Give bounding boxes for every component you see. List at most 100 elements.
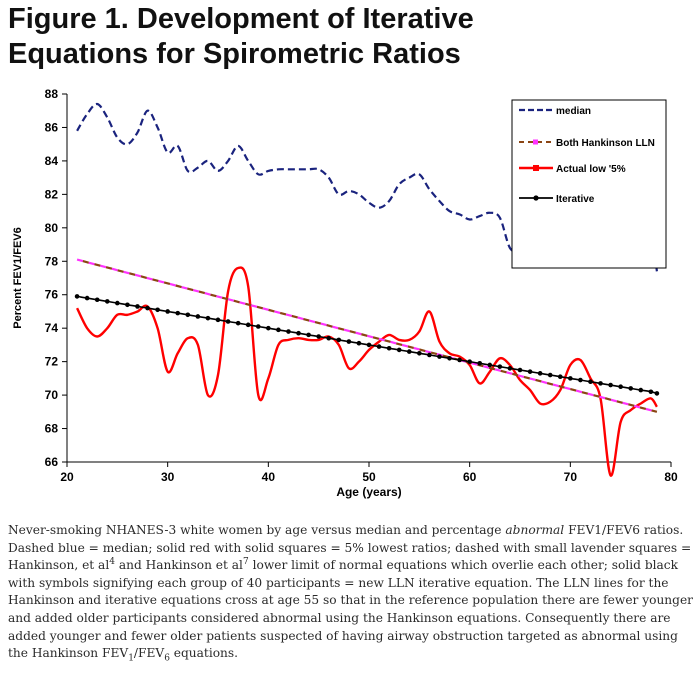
- series-both-hankinson-lln: [76, 258, 658, 413]
- x-tick-label: 30: [161, 470, 175, 484]
- iterative-point: [547, 372, 553, 378]
- axes: 66 68 70 72 74 76 78 80 82 84 86 88 20 30 40 50 60 70 80: [45, 87, 678, 484]
- x-tick-label: 60: [463, 470, 477, 484]
- legend-label: Actual low '5%: [556, 164, 626, 175]
- legend-marker-iterative: [533, 195, 539, 201]
- legend-marker-actual: [533, 165, 539, 171]
- y-axis-label: Percent FEV1/FEV6: [12, 227, 24, 329]
- legend-box: [511, 99, 667, 269]
- iterative-point: [427, 352, 432, 358]
- iterative-point: [537, 371, 543, 376]
- iterative-point: [386, 345, 392, 351]
- caption-emphasis: abnormal: [505, 523, 565, 537]
- caption-sub-2: 6: [164, 653, 170, 664]
- iterative-point: [245, 322, 251, 328]
- y-tick-label: 80: [45, 221, 59, 235]
- iterative-point: [255, 324, 261, 329]
- iterative-point: [296, 330, 301, 336]
- iterative-point: [608, 382, 613, 388]
- x-axis-label: Age (years): [336, 485, 401, 499]
- x-tick-label: 70: [564, 470, 578, 484]
- iterative-point: [437, 354, 442, 359]
- iterative-point: [175, 310, 181, 316]
- iterative-point: [165, 309, 170, 314]
- series-iterative: [74, 294, 660, 396]
- figure-title-line-2: Equations for Spirometric Ratios: [8, 38, 461, 70]
- iterative-point: [497, 364, 503, 369]
- iterative-point: [316, 334, 321, 339]
- caption-text-6: equations.: [169, 646, 239, 661]
- iterative-point: [266, 325, 271, 331]
- chart: 66 68 70 72 74 76 78 80 82 84 86 88 20 30 40 50 60 70 80 m…: [12, 87, 678, 499]
- iterative-point: [507, 366, 513, 371]
- caption-text-3: and Hankinson et al: [114, 558, 243, 573]
- y-tick-label: 74: [45, 321, 59, 335]
- iterative-point: [578, 377, 583, 383]
- iterative-point: [588, 379, 593, 385]
- legend-label: Both Hankinson LLN: [556, 138, 655, 149]
- x-tick-label: 50: [362, 470, 376, 484]
- iterative-point: [74, 294, 80, 299]
- iterative-point: [205, 315, 211, 321]
- actual-low-line: [76, 266, 658, 477]
- iterative-point: [447, 355, 452, 361]
- series-actual-low-5-: [76, 266, 658, 477]
- iterative-point: [477, 361, 483, 366]
- iterative-point: [406, 349, 412, 354]
- iterative-point: [336, 337, 342, 343]
- iterative-point: [628, 386, 634, 391]
- iterative-point: [104, 299, 110, 304]
- iterative-point: [276, 327, 281, 333]
- iterative-point: [155, 307, 160, 313]
- hankinson-line-a: [76, 258, 658, 413]
- iterative-point: [286, 329, 291, 334]
- y-tick-label: 82: [45, 187, 59, 201]
- figure-title: Figure 1. Development of Iterative Equat…: [8, 2, 668, 72]
- legend-label: median: [556, 106, 591, 117]
- iterative-point: [366, 342, 372, 348]
- iterative-point: [517, 367, 523, 373]
- iterative-point: [346, 339, 352, 344]
- iterative-point: [215, 317, 221, 323]
- iterative-point: [618, 384, 623, 390]
- x-tick-label: 40: [262, 470, 276, 484]
- iterative-point: [125, 302, 130, 308]
- iterative-point: [94, 297, 100, 303]
- y-tick-label: 68: [45, 422, 59, 436]
- iterative-point: [356, 340, 362, 346]
- y-tick-label: 78: [45, 254, 59, 268]
- iterative-point: [195, 314, 201, 319]
- iterative-point: [638, 387, 644, 393]
- y-tick-label: 72: [45, 355, 59, 369]
- iterative-point: [527, 369, 533, 374]
- iterative-point: [417, 350, 422, 356]
- iterative-point: [235, 320, 241, 326]
- iterative-point: [326, 335, 332, 341]
- y-tick-label: 70: [45, 388, 59, 402]
- iterative-point: [648, 389, 654, 395]
- y-tick-label: 88: [45, 87, 59, 101]
- iterative-point: [185, 312, 191, 318]
- caption-sub-1: 1: [128, 653, 134, 664]
- caption-text-5: /FEV: [133, 646, 165, 661]
- figure-caption: Never-smoking NHANES-3 white women by ag…: [8, 522, 694, 663]
- iterative-point: [467, 359, 472, 364]
- y-tick-label: 76: [45, 288, 59, 302]
- caption-ref-1: 4: [109, 557, 115, 568]
- y-tick-label: 66: [45, 455, 59, 469]
- y-tick-label: 84: [45, 154, 59, 168]
- iterative-point: [84, 295, 90, 301]
- iterative-point: [145, 305, 150, 311]
- iterative-point: [396, 347, 402, 353]
- iterative-point: [568, 376, 573, 381]
- iterative-point: [115, 300, 120, 306]
- caption-text-4: lower limit of normal equations which ov…: [8, 558, 693, 661]
- hankinson-line-b: [76, 258, 658, 413]
- iterative-point: [306, 332, 311, 338]
- iterative-point: [557, 374, 563, 379]
- legend: median Both Hankinson LLN Actual low '5% It…: [511, 99, 667, 269]
- x-tick-label: 20: [60, 470, 74, 484]
- y-tick-label: 86: [45, 120, 59, 134]
- caption-text-1: Never-smoking NHANES-3 white women by ag…: [8, 523, 506, 537]
- iterative-point: [598, 381, 603, 386]
